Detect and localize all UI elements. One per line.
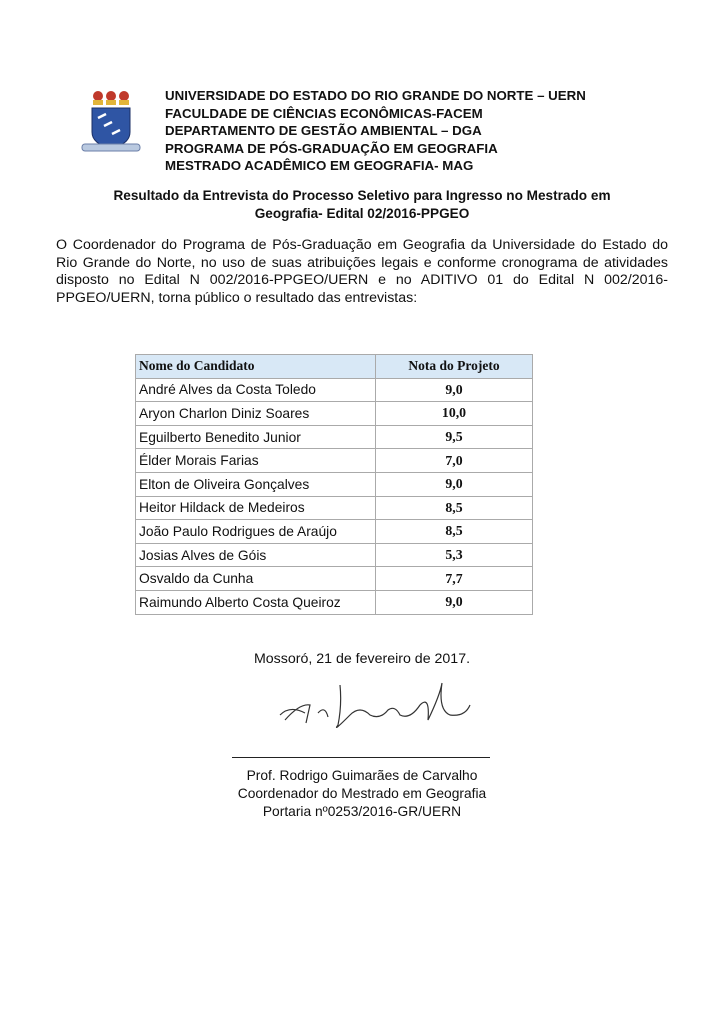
document-title: Resultado da Entrevista do Processo Sele… <box>60 187 664 222</box>
table-row: Josias Alves de Góis 5,3 <box>135 542 533 568</box>
results-table: Nome do Candidato Nota do Projeto André … <box>135 354 533 615</box>
candidate-name: Elton de Oliveira Gonçalves <box>135 471 376 497</box>
title-line: Resultado da Entrevista do Processo Sele… <box>113 188 611 203</box>
candidate-name: Élder Morais Farias <box>135 448 376 473</box>
project-score: 9,0 <box>375 377 533 403</box>
project-score: 8,5 <box>375 519 533 544</box>
candidate-name: Osvaldo da Cunha <box>135 566 376 591</box>
date-line: Mossoró, 21 de fevereiro de 2017. <box>253 651 471 667</box>
table-row: Heitor Hildack de Medeiros 8,5 <box>135 495 533 521</box>
table-header-row: Nome do Candidato Nota do Projeto <box>135 354 533 379</box>
header-line: MESTRADO ACADÊMICO EM GEOGRAFIA- MAG <box>165 158 474 174</box>
body-paragraph: O Coordenador do Programa de Pós-Graduaç… <box>56 237 668 306</box>
header-line: FACULDADE DE CIÊNCIAS ECONÔMICAS-FACEM <box>165 105 483 121</box>
candidate-name: João Paulo Rodrigues de Araújo <box>135 519 376 544</box>
column-header-name: Nome do Candidato <box>135 354 376 379</box>
project-score: 7,7 <box>375 566 533 591</box>
header-line: PROGRAMA DE PÓS-GRADUAÇÃO EM GEOGRAFIA <box>165 140 498 156</box>
table-row: Elton de Oliveira Gonçalves 9,0 <box>135 471 533 497</box>
project-score: 9,0 <box>375 471 533 497</box>
project-score: 9,5 <box>375 424 533 450</box>
candidate-name: Raimundo Alberto Costa Queiroz <box>135 589 376 615</box>
signatory-role: Coordenador do Mestrado em Geografia <box>237 785 487 801</box>
signature-line <box>232 757 490 758</box>
column-header-score: Nota do Projeto <box>375 354 533 379</box>
signatory-ordinance: Portaria nº0253/2016-GR/UERN <box>262 803 462 819</box>
project-score: 7,0 <box>375 448 533 473</box>
table-row: Raimundo Alberto Costa Queiroz 9,0 <box>135 589 533 615</box>
candidate-name: Heitor Hildack de Medeiros <box>135 495 376 521</box>
table-row: Osvaldo da Cunha 7,7 <box>135 566 533 591</box>
institution-header: UNIVERSIDADE DO ESTADO DO RIO GRANDE DO … <box>165 87 586 175</box>
signature <box>279 682 471 728</box>
project-score: 10,0 <box>375 401 533 426</box>
project-score: 9,0 <box>375 589 533 615</box>
table-row: Aryon Charlon Diniz Soares 10,0 <box>135 401 533 426</box>
candidate-name: Josias Alves de Góis <box>135 542 376 568</box>
signatory-block: Prof. Rodrigo Guimarães de Carvalho Coor… <box>222 767 502 820</box>
candidate-name: Eguilberto Benedito Junior <box>135 424 376 450</box>
signatory-name: Prof. Rodrigo Guimarães de Carvalho <box>246 768 478 783</box>
header-line: DEPARTAMENTO DE GESTÃO AMBIENTAL – DGA <box>165 123 482 139</box>
candidate-name: André Alves da Costa Toledo <box>135 377 376 403</box>
table-row: Eguilberto Benedito Junior 9,5 <box>135 424 533 450</box>
project-score: 5,3 <box>375 542 533 568</box>
table-row: João Paulo Rodrigues de Araújo 8,5 <box>135 519 533 544</box>
table-row: Élder Morais Farias 7,0 <box>135 448 533 473</box>
header-line: UNIVERSIDADE DO ESTADO DO RIO GRANDE DO … <box>165 88 586 103</box>
project-score: 8,5 <box>375 495 533 521</box>
uern-logo <box>81 91 141 152</box>
candidate-name: Aryon Charlon Diniz Soares <box>135 401 376 426</box>
title-line: Geografia- Edital 02/2016-PPGEO <box>254 205 470 221</box>
table-row: André Alves da Costa Toledo 9,0 <box>135 377 533 403</box>
